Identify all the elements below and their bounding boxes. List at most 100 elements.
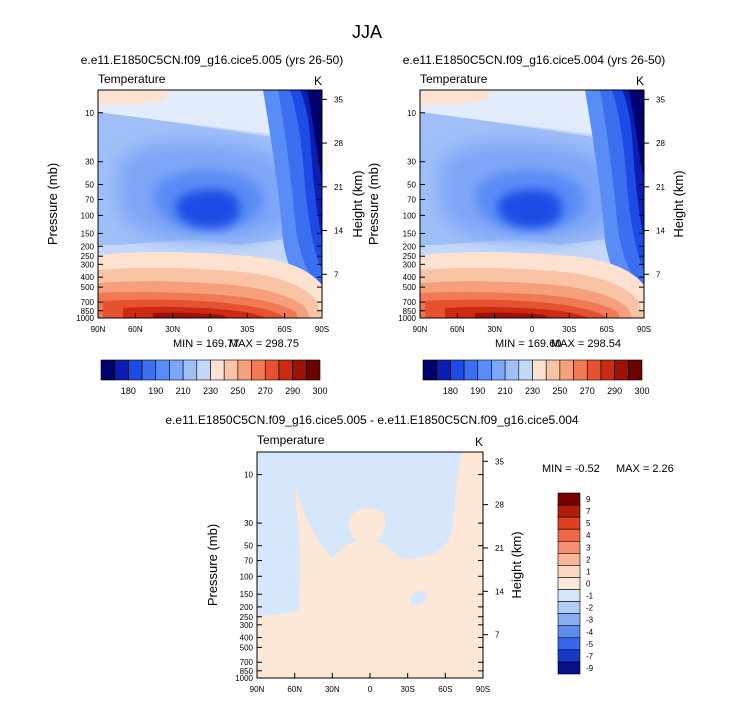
x-tick-label: 90S [476, 685, 490, 694]
colorbar-box [196, 359, 211, 381]
y-tick-label: 250 [81, 252, 95, 261]
y-tick-label: 300 [403, 260, 417, 269]
y-tick-label: 500 [81, 283, 95, 292]
y-tick-label: 500 [403, 283, 417, 292]
y2-tick-label: 21 [495, 544, 504, 553]
left-string: Temperature [257, 433, 325, 447]
colorbar-box [557, 528, 581, 542]
x-tick-label: 30N [325, 685, 340, 694]
colorbar-box [422, 359, 437, 381]
panel-title: e.e11.E1850C5CN.f09_g16.cice5.004 (yrs 2… [403, 53, 666, 67]
x-tick-label: 0 [208, 325, 213, 334]
y-tick-label: 850 [240, 667, 254, 676]
y-tick-label: 150 [240, 590, 254, 599]
colorbar-label: 4 [586, 531, 591, 540]
colorbar-label: 290 [607, 386, 622, 396]
colorbar-label: 190 [148, 386, 163, 396]
colorbar-label: 250 [552, 386, 567, 396]
y2-tick-label: 35 [656, 95, 665, 104]
y-tick-label: 400 [403, 273, 417, 282]
left-string: Temperature [420, 72, 488, 86]
colorbar-box [477, 359, 492, 381]
colorbar-box [155, 359, 170, 381]
colorbar-box [264, 359, 280, 381]
y-tick-label: 250 [240, 613, 254, 622]
colorbar-box [557, 553, 581, 566]
colorbar-box [557, 492, 581, 506]
x-tick-label: 60S [278, 325, 292, 334]
x-tick-label: 60N [128, 325, 143, 334]
x-tick-label: 30S [401, 685, 415, 694]
colorbar-box [463, 359, 479, 381]
colorbar-label: 2 [586, 555, 591, 564]
colorbar-box [557, 601, 581, 614]
x-tick-label: 60N [450, 325, 465, 334]
y-tick-label: 100 [240, 572, 254, 581]
min-label: MIN = -0.52 [542, 463, 600, 475]
colorbar-label: 1 [586, 567, 591, 576]
colorbar-label: -1 [586, 592, 594, 601]
colorbar-box [292, 359, 307, 381]
colorbar-label: 300 [312, 386, 327, 396]
panel-title: e.e11.E1850C5CN.f09_g16.cice5.005 (yrs 2… [81, 53, 344, 67]
x-tick-label: 90N [91, 325, 106, 334]
colorbar-box [586, 359, 602, 381]
y-tick-label: 150 [81, 229, 95, 238]
colorbar-box [532, 359, 547, 381]
colorbar-box [557, 649, 581, 663]
y-tick-label: 150 [403, 229, 417, 238]
colorbar-box [169, 359, 184, 381]
colorbar-label: 9 [586, 495, 591, 504]
y2-tick-label: 35 [334, 95, 343, 104]
y-tick-label: 850 [81, 307, 95, 316]
y-tick-label: 100 [403, 211, 417, 220]
x-tick-label: 0 [530, 325, 535, 334]
colorbar-label: 0 [586, 580, 591, 589]
colorbar-box [518, 359, 533, 381]
figure-title: JJA [352, 22, 382, 42]
colorbar-label: -3 [586, 616, 594, 625]
y-tick-label: 700 [81, 298, 95, 307]
panel-top-left: e.e11.E1850C5CN.f09_g16.cice5.005 (yrs 2… [45, 53, 365, 396]
y2-tick-label: 7 [334, 270, 339, 279]
colorbar-label: 270 [580, 386, 595, 396]
x-tick-label: 30S [240, 325, 254, 334]
y-tick-label: 1000 [76, 314, 94, 323]
x-tick-label: 30N [165, 325, 180, 334]
colorbar-box [628, 359, 643, 381]
colorbar-box [557, 613, 581, 627]
y-tick-label: 200 [81, 242, 95, 251]
colorbar-label: -9 [586, 664, 594, 673]
colorbar-box [557, 625, 581, 639]
x-tick-label: 60S [600, 325, 614, 334]
y-tick-label: 400 [240, 634, 254, 643]
heatmap-field [257, 452, 483, 678]
colorbar-box [557, 516, 581, 530]
y2-axis-label: Height (km) [350, 170, 365, 237]
y2-tick-label: 7 [656, 270, 661, 279]
max-label: MAX = 2.26 [616, 463, 674, 475]
colorbar-box [306, 359, 321, 381]
x-tick-label: 30N [487, 325, 502, 334]
colorbar-label: 5 [586, 519, 591, 528]
y-tick-label: 10 [244, 471, 253, 480]
y-tick-label: 700 [240, 658, 254, 667]
x-tick-label: 90N [413, 325, 428, 334]
y-tick-label: 1000 [398, 314, 416, 323]
heatmap-field [420, 90, 644, 318]
colorbar-label: -4 [586, 628, 594, 637]
y-tick-label: 50 [244, 542, 253, 551]
colorbar-box [436, 359, 451, 381]
colorbar-box [545, 359, 561, 381]
colorbar-label: 270 [258, 386, 273, 396]
y-tick-label: 30 [85, 158, 94, 167]
x-tick-label: 90S [315, 325, 329, 334]
colorbar-label: 230 [203, 386, 218, 396]
colorbar-box [559, 359, 574, 381]
right-string: K [475, 435, 483, 449]
colorbar-box [557, 504, 581, 518]
y2-tick-label: 7 [495, 631, 500, 640]
y-tick-label: 30 [407, 158, 416, 167]
colorbar-box [223, 359, 239, 381]
colorbar-label: 210 [176, 386, 191, 396]
